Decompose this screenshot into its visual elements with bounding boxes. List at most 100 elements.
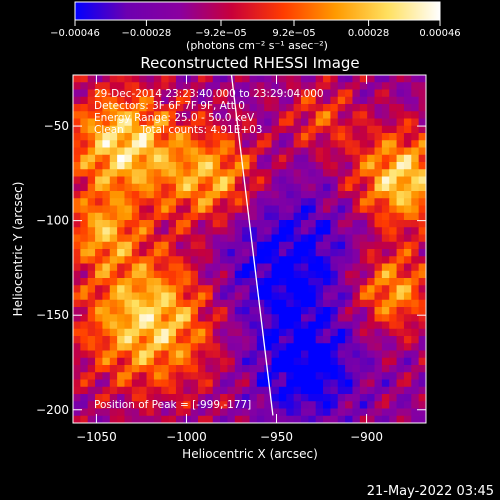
heatmap-cell [308, 401, 317, 409]
heatmap-cell [359, 350, 368, 359]
heatmap-cell [109, 408, 118, 417]
heatmap-cell [389, 249, 397, 257]
heatmap-cell [337, 234, 346, 243]
solar-limb-line [230, 74, 274, 416]
heatmap-cell [198, 365, 206, 373]
heatmap-cell [175, 118, 184, 127]
heatmap-cell [300, 82, 309, 90]
heatmap-cell [146, 263, 155, 272]
heatmap-cell [227, 394, 236, 402]
heatmap-cell [411, 263, 420, 272]
heatmap-cell [352, 205, 361, 214]
heatmap-cell [139, 328, 147, 337]
heatmap-cell [403, 96, 412, 105]
heatmap-cell [330, 372, 339, 380]
heatmap-cell [153, 104, 162, 112]
heatmap-cell [300, 96, 309, 105]
heatmap-cell [300, 169, 309, 177]
heatmap-cell [367, 401, 375, 409]
heatmap-cell [256, 285, 265, 293]
heatmap-cell [242, 234, 250, 243]
heatmap-cell [131, 118, 140, 127]
heatmap-cell [374, 350, 383, 359]
heatmap-cell [418, 386, 426, 395]
heatmap-cell [139, 125, 147, 134]
heatmap-cell [403, 125, 412, 134]
heatmap-cell [330, 285, 339, 293]
heatmap-cell [308, 198, 317, 206]
heatmap-cell [161, 307, 169, 315]
heatmap-cell [418, 220, 426, 228]
heatmap-cell [109, 328, 118, 337]
heatmap-cell [352, 234, 361, 243]
heatmap-cell [234, 263, 243, 272]
heatmap-cell [212, 133, 221, 141]
heatmap-cell [198, 125, 206, 134]
heatmap-cell [337, 285, 346, 293]
heatmap-cell [278, 75, 287, 83]
heatmap-cell [337, 408, 346, 417]
heatmap-cell [337, 307, 346, 315]
heatmap-cell [131, 365, 140, 373]
heatmap-cell [264, 365, 272, 373]
heatmap-cell [242, 147, 250, 156]
heatmap-cell [109, 169, 118, 177]
heatmap-cell [403, 212, 412, 221]
heatmap-cell [212, 147, 221, 156]
heatmap-cell [153, 75, 162, 83]
heatmap-cell [175, 307, 184, 315]
heatmap-cell [323, 292, 331, 301]
heatmap-cell [87, 89, 96, 98]
heatmap-cell [389, 191, 397, 199]
heatmap-cell [124, 372, 133, 380]
heatmap-cell [242, 379, 250, 388]
heatmap-cell [278, 220, 287, 228]
heatmap-cell [403, 82, 412, 90]
heatmap-cell [271, 241, 280, 250]
heatmap-cell [271, 111, 280, 119]
heatmap-cell [87, 249, 96, 257]
heatmap-cell [95, 343, 103, 351]
heatmap-cell [95, 299, 103, 308]
heatmap-cell [234, 191, 243, 199]
heatmap-cell [220, 256, 228, 264]
heatmap-cell [124, 212, 133, 221]
heatmap-cell [381, 343, 390, 351]
heatmap-cell [271, 336, 280, 344]
heatmap-cell [205, 314, 214, 322]
heatmap-cell [403, 140, 412, 148]
heatmap-cell [73, 227, 81, 235]
heatmap-cell [374, 118, 383, 127]
heatmap-cell [293, 307, 302, 315]
heatmap-cell [73, 408, 81, 417]
heatmap-cell [198, 82, 206, 90]
heatmap-cell [286, 343, 295, 351]
heatmap-cell [418, 270, 426, 279]
heatmap-cell [403, 198, 412, 206]
heatmap-cell [227, 176, 236, 185]
heatmap-cell [139, 75, 147, 83]
heatmap-cell [389, 372, 397, 380]
heatmap-cell [227, 212, 236, 221]
heatmap-cell [264, 133, 272, 141]
heatmap-cell [315, 292, 324, 301]
heatmap-cell [175, 285, 184, 293]
heatmap-cell [286, 133, 295, 141]
heatmap-cell [161, 415, 169, 423]
heatmap-cell [271, 96, 280, 105]
heatmap-cell [249, 234, 258, 243]
heatmap-cell [256, 328, 265, 337]
heatmap-cell [124, 299, 133, 308]
heatmap-cell [352, 104, 361, 112]
heatmap-cell [102, 263, 111, 272]
heatmap-cell [330, 292, 339, 301]
heatmap-cell [80, 234, 89, 243]
heatmap-cell [227, 118, 236, 127]
heatmap-cell [153, 379, 162, 388]
heatmap-cell [109, 299, 118, 308]
heatmap-cell [323, 140, 331, 148]
heatmap-cell [168, 256, 177, 264]
heatmap-cell [300, 321, 309, 330]
heatmap-cell [124, 270, 133, 279]
heatmap-cell [315, 379, 324, 388]
